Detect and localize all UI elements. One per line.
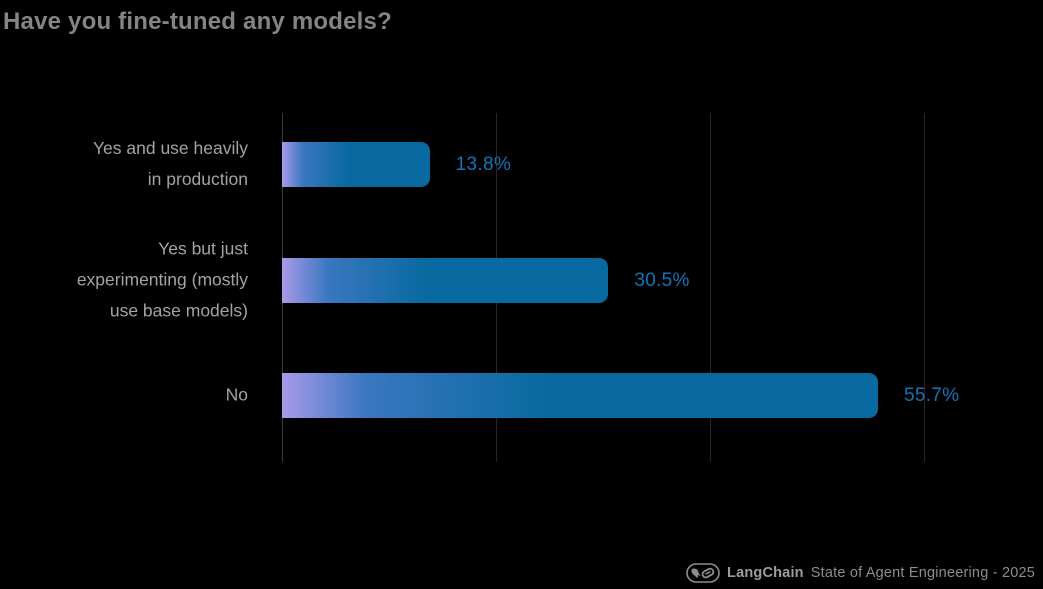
gridline (710, 113, 711, 462)
footer-attribution: LangChain State of Agent Engineering - 2… (686, 562, 1035, 584)
bar-row: 13.8% (282, 142, 1043, 187)
category-label-no: No (225, 384, 248, 405)
bar-yes-heavily-production (282, 142, 430, 187)
category-label-yes-experimenting: Yes but just experimenting (mostly use b… (76, 238, 248, 321)
gridline (924, 113, 925, 462)
bar-row: 55.7% (282, 373, 1043, 418)
bar-no (282, 373, 878, 418)
langchain-logo-icon (686, 563, 720, 583)
footer-caption-text: State of Agent Engineering - 2025 (810, 565, 1035, 581)
bar-chart-plot-area: 13.8% 30.5% 55.7% (282, 113, 959, 462)
page-title: Have you fine-tuned any models? (3, 8, 392, 35)
value-label: 13.8% (455, 153, 512, 175)
footer-brand-text: LangChain (727, 565, 804, 581)
value-label: 55.7% (903, 384, 960, 406)
bar-yes-experimenting (282, 258, 609, 303)
value-label: 30.5% (634, 269, 690, 291)
bar-row: 30.5% (282, 258, 1043, 303)
category-label-yes-heavily: Yes and use heavily in production (92, 138, 248, 189)
